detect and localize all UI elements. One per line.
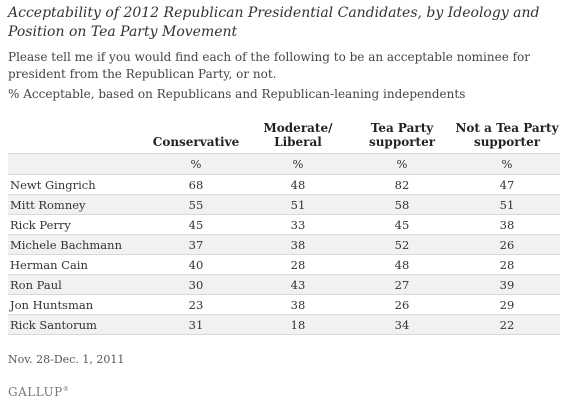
value-cell-conservative: 37 bbox=[146, 234, 246, 255]
value-cell-moderate-liberal: 33 bbox=[246, 214, 350, 235]
value-cell-tea-party-supporter: 26 bbox=[350, 294, 454, 315]
unit-row: % % % % bbox=[8, 153, 560, 175]
value-cell-moderate-liberal: 51 bbox=[246, 194, 350, 215]
column-header-line1: Not a Tea Party bbox=[455, 121, 559, 135]
table-body: Newt Gingrich 68 48 82 47 Mitt Romney 55 51 58 51… bbox=[8, 174, 560, 335]
column-header-line1: Moderate/ bbox=[263, 121, 333, 135]
candidate-name: Mitt Romney bbox=[8, 194, 146, 215]
value-cell-tea-party-supporter: 52 bbox=[350, 234, 454, 255]
table-row: Jon Huntsman 23 38 26 29 bbox=[8, 294, 560, 315]
table-row: Rick Santorum 31 18 34 22 bbox=[8, 314, 560, 335]
candidate-name: Herman Cain bbox=[8, 254, 146, 275]
chart-subtitle: % Acceptable, based on Republicans and R… bbox=[8, 87, 466, 101]
data-table: Conservative Moderate/ Liberal Tea Party… bbox=[8, 117, 560, 335]
column-header-conservative: Conservative bbox=[146, 117, 246, 154]
value-cell-not-tea-party-supporter: 29 bbox=[454, 294, 560, 315]
value-cell-moderate-liberal: 18 bbox=[246, 314, 350, 335]
table-row: Mitt Romney 55 51 58 51 bbox=[8, 194, 560, 215]
unit-label: % bbox=[146, 153, 246, 175]
value-cell-tea-party-supporter: 45 bbox=[350, 214, 454, 235]
table-row: Herman Cain 40 28 48 28 bbox=[8, 254, 560, 275]
gallup-logo-text: GALLUP bbox=[8, 385, 63, 399]
value-cell-tea-party-supporter: 27 bbox=[350, 274, 454, 295]
candidate-name: Ron Paul bbox=[8, 274, 146, 295]
unit-label: % bbox=[350, 153, 454, 175]
value-cell-not-tea-party-supporter: 47 bbox=[454, 174, 560, 195]
column-header-line2: supporter bbox=[473, 135, 541, 149]
column-header-not-tea-party-supporter: Not a Tea Party supporter bbox=[454, 117, 560, 154]
value-cell-moderate-liberal: 48 bbox=[246, 174, 350, 195]
column-header-line2: supporter bbox=[368, 135, 436, 149]
value-cell-conservative: 30 bbox=[146, 274, 246, 295]
value-cell-moderate-liberal: 38 bbox=[246, 234, 350, 255]
table-row: Newt Gingrich 68 48 82 47 bbox=[8, 174, 560, 195]
value-cell-not-tea-party-supporter: 22 bbox=[454, 314, 560, 335]
unit-row-spacer bbox=[8, 153, 146, 175]
chart-title: Acceptability of 2012 Republican Preside… bbox=[8, 5, 540, 40]
column-header-line2: Liberal bbox=[274, 135, 322, 149]
table-row: Michele Bachmann 37 38 52 26 bbox=[8, 234, 560, 255]
table-row: Rick Perry 45 33 45 38 bbox=[8, 214, 560, 235]
value-cell-not-tea-party-supporter: 28 bbox=[454, 254, 560, 275]
column-header-line1: Conservative bbox=[152, 135, 240, 149]
survey-date-footnote: Nov. 28-Dec. 1, 2011 bbox=[8, 353, 125, 366]
column-header-moderate-liberal: Moderate/ Liberal bbox=[246, 117, 350, 154]
value-cell-not-tea-party-supporter: 26 bbox=[454, 234, 560, 255]
candidate-name: Newt Gingrich bbox=[8, 174, 146, 195]
table-row: Ron Paul 30 43 27 39 bbox=[8, 274, 560, 295]
value-cell-moderate-liberal: 38 bbox=[246, 294, 350, 315]
value-cell-tea-party-supporter: 82 bbox=[350, 174, 454, 195]
value-cell-conservative: 68 bbox=[146, 174, 246, 195]
unit-label: % bbox=[246, 153, 350, 175]
candidate-name: Jon Huntsman bbox=[8, 294, 146, 315]
value-cell-not-tea-party-supporter: 39 bbox=[454, 274, 560, 295]
value-cell-moderate-liberal: 28 bbox=[246, 254, 350, 275]
unit-label: % bbox=[454, 153, 560, 175]
registered-mark: ® bbox=[62, 386, 70, 393]
column-header-tea-party-supporter: Tea Party supporter bbox=[350, 117, 454, 154]
gallup-logo: GALLUP® bbox=[8, 385, 69, 399]
value-cell-tea-party-supporter: 48 bbox=[350, 254, 454, 275]
value-cell-not-tea-party-supporter: 38 bbox=[454, 214, 560, 235]
value-cell-conservative: 23 bbox=[146, 294, 246, 315]
candidate-name: Rick Santorum bbox=[8, 314, 146, 335]
value-cell-tea-party-supporter: 34 bbox=[350, 314, 454, 335]
value-cell-tea-party-supporter: 58 bbox=[350, 194, 454, 215]
value-cell-not-tea-party-supporter: 51 bbox=[454, 194, 560, 215]
row-label-header bbox=[8, 117, 146, 154]
question-text: Please tell me if you would find each of… bbox=[8, 50, 531, 81]
value-cell-moderate-liberal: 43 bbox=[246, 274, 350, 295]
value-cell-conservative: 40 bbox=[146, 254, 246, 275]
candidate-name: Rick Perry bbox=[8, 214, 146, 235]
value-cell-conservative: 45 bbox=[146, 214, 246, 235]
column-header-row: Conservative Moderate/ Liberal Tea Party… bbox=[8, 117, 560, 154]
column-header-line1: Tea Party bbox=[370, 121, 434, 135]
value-cell-conservative: 55 bbox=[146, 194, 246, 215]
candidate-name: Michele Bachmann bbox=[8, 234, 146, 255]
value-cell-conservative: 31 bbox=[146, 314, 246, 335]
